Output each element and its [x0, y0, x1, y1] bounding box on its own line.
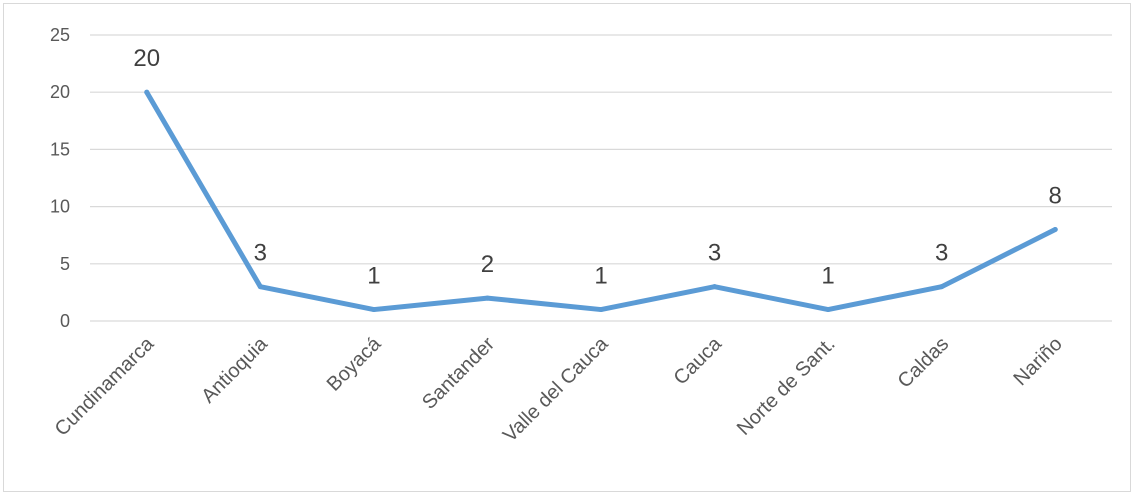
data-point	[712, 284, 718, 290]
x-tick-label: Antioquia	[197, 332, 272, 407]
data-point	[1052, 226, 1058, 232]
x-tick-label: Caldas	[894, 333, 954, 393]
data-label: 3	[935, 240, 948, 267]
data-label: 3	[708, 240, 721, 267]
y-tick-label: 25	[50, 25, 70, 45]
y-tick-label: 0	[60, 311, 70, 331]
data-point	[257, 284, 263, 290]
data-point	[371, 307, 377, 313]
data-label: 1	[594, 263, 607, 290]
data-label: 8	[1049, 182, 1062, 209]
x-axis: Cundinamarca Antioquia Boyacá Santander Vall…	[51, 332, 1067, 446]
x-tick-label: Valle del Cauca	[499, 332, 613, 446]
data-label: 20	[133, 45, 160, 72]
y-tick-label: 15	[50, 139, 70, 159]
x-tick-label: Cundinamarca	[51, 332, 159, 440]
data-label: 1	[821, 263, 834, 290]
x-tick-label: Norte de Sant.	[733, 333, 840, 440]
x-tick-label: Cauca	[670, 332, 727, 389]
y-tick-label: 20	[50, 82, 70, 102]
series	[144, 89, 1058, 313]
data-point	[825, 307, 831, 313]
data-labels: 20 3 1 2 1 3 1 3 8	[133, 45, 1061, 289]
data-point	[484, 295, 490, 301]
data-point	[144, 89, 150, 95]
data-label: 3	[254, 240, 267, 267]
data-point	[598, 307, 604, 313]
y-tick-label: 10	[50, 197, 70, 217]
data-label: 2	[481, 251, 494, 278]
x-tick-label: Nariño	[1010, 333, 1067, 390]
chart-frame	[3, 3, 1131, 492]
x-tick-label: Santander	[418, 333, 499, 414]
x-tick-label: Boyacá	[323, 332, 386, 395]
data-label: 1	[367, 263, 380, 290]
gridlines	[90, 34, 1112, 322]
y-axis: 0 5 10 15 20 25	[50, 25, 70, 331]
y-tick-label: 5	[60, 254, 70, 274]
data-point	[939, 284, 945, 290]
